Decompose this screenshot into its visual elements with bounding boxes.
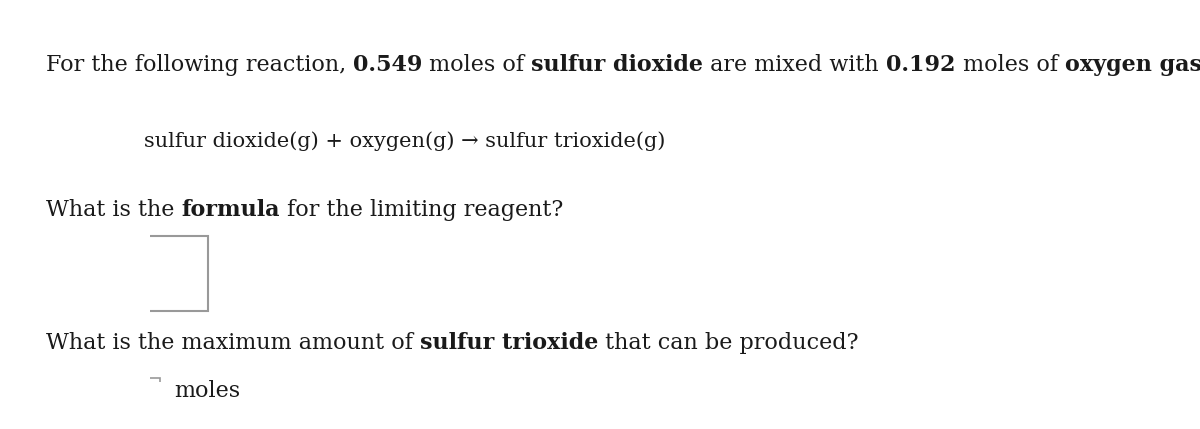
Text: for the limiting reagent?: for the limiting reagent?: [280, 199, 563, 221]
Text: sulfur dioxide: sulfur dioxide: [532, 54, 703, 76]
FancyBboxPatch shape: [46, 378, 160, 405]
Text: sulfur dioxide(g) + oxygen(g) → sulfur trioxide(g): sulfur dioxide(g) + oxygen(g) → sulfur t…: [144, 131, 665, 151]
Text: moles of: moles of: [955, 54, 1064, 76]
Text: sulfur trioxide: sulfur trioxide: [420, 332, 598, 354]
Text: are mixed with: are mixed with: [703, 54, 887, 76]
Text: moles of: moles of: [422, 54, 532, 76]
Text: What is the maximum amount of: What is the maximum amount of: [46, 332, 420, 354]
Text: 0.192: 0.192: [887, 54, 955, 76]
Text: oxygen gas: oxygen gas: [1064, 54, 1200, 76]
Text: formula: formula: [181, 199, 280, 221]
Text: For the following reaction,: For the following reaction,: [46, 54, 353, 76]
Text: What is the: What is the: [46, 199, 181, 221]
FancyBboxPatch shape: [46, 236, 208, 311]
Text: that can be produced?: that can be produced?: [598, 332, 858, 354]
Text: moles: moles: [174, 381, 240, 402]
Text: 0.549: 0.549: [353, 54, 422, 76]
